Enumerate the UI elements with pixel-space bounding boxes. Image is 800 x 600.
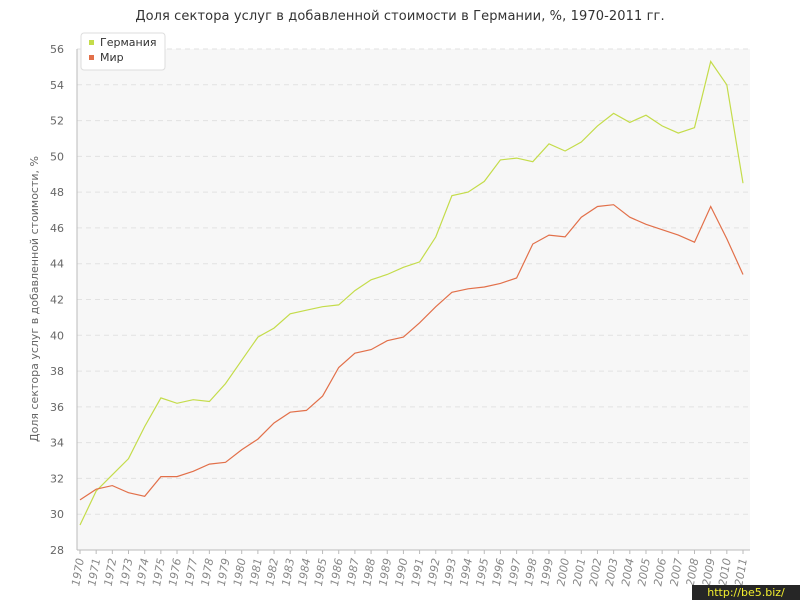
x-tick-label: 1998 [522, 557, 540, 587]
legend: Германия Мир [80, 32, 166, 71]
y-tick-label: 28 [50, 544, 64, 557]
x-tick-label: 1993 [441, 557, 459, 587]
x-tick-label: 2010 [716, 557, 734, 587]
y-tick-label: 50 [50, 150, 64, 163]
x-tick-label: 1977 [182, 557, 200, 587]
x-tick-label: 1989 [377, 557, 395, 587]
x-tick-label: 1976 [166, 557, 184, 587]
x-tick-label: 1994 [457, 557, 475, 587]
watermark-text: http://be5.biz/ [707, 586, 785, 599]
x-tick-label: 2007 [668, 557, 686, 587]
x-tick-label: 1996 [490, 557, 508, 587]
legend-swatch [89, 55, 94, 60]
y-tick-label: 36 [50, 401, 64, 414]
x-tick-label: 2000 [554, 557, 572, 587]
x-tick-label: 1979 [215, 557, 233, 587]
x-tick-label: 2006 [651, 557, 669, 587]
x-tick-label: 2002 [587, 557, 605, 587]
x-tick-label: 1999 [538, 557, 556, 587]
y-tick-label: 34 [50, 437, 64, 450]
series-line [79, 60, 744, 526]
x-tick-label: 1971 [85, 557, 103, 587]
x-tick-label: 1973 [118, 557, 136, 587]
y-tick-label: 48 [50, 186, 64, 199]
x-tick-label: 1988 [360, 557, 378, 587]
legend-swatch [89, 40, 94, 45]
y-tick-label: 38 [50, 365, 64, 378]
y-tick-label: 52 [50, 115, 64, 128]
x-tick-label: 1981 [247, 557, 265, 587]
x-tick-label: 1984 [296, 557, 314, 587]
x-tick-label: 1974 [134, 557, 152, 587]
x-tick-label: 1975 [150, 557, 168, 587]
x-tick-label: 1978 [199, 557, 217, 587]
x-tick-label: 2008 [684, 557, 702, 587]
x-tick-label: 1970 [69, 557, 87, 587]
x-tick-label: 1997 [506, 557, 524, 587]
x-tick-label: 2005 [635, 557, 653, 587]
y-tick-label: 54 [50, 79, 64, 92]
legend-label: Мир [100, 51, 124, 64]
x-tick-label: 2003 [603, 557, 621, 587]
chart-title: Доля сектора услуг в добавленной стоимос… [135, 9, 665, 24]
x-tick-label: 1983 [280, 557, 298, 587]
x-tick-label: 1987 [344, 557, 362, 587]
y-tick-label: 44 [50, 258, 64, 271]
x-tick-label: 1980 [231, 557, 249, 587]
x-tick-label: 1982 [263, 557, 281, 587]
legend-box [80, 32, 166, 71]
x-tick-label: 1995 [474, 557, 492, 587]
y-tick-label: 40 [50, 329, 64, 342]
y-tick-label: 32 [50, 472, 64, 485]
y-tick-label: 30 [50, 508, 64, 521]
x-tick-label: 2001 [571, 557, 589, 587]
x-tick-label: 1986 [328, 557, 346, 587]
watermark-background [692, 585, 800, 600]
legend-label: Германия [100, 36, 156, 49]
x-tick-label: 2009 [700, 557, 718, 587]
x-tick-label: 1990 [393, 557, 411, 587]
y-tick-label: 46 [50, 222, 64, 235]
y-tick-label: 42 [50, 294, 64, 307]
x-tick-label: 1991 [409, 557, 427, 587]
x-tick-label: 1985 [312, 557, 330, 587]
series-line [79, 204, 744, 501]
x-tick-label: 2004 [619, 557, 637, 587]
x-tick-label: 1992 [425, 557, 443, 587]
y-axis-label: Доля сектора услуг в добавленной стоимос… [28, 156, 41, 442]
x-tick-label: 1972 [102, 557, 120, 587]
x-tick-label: 2011 [732, 557, 750, 587]
y-tick-label: 56 [50, 43, 64, 56]
